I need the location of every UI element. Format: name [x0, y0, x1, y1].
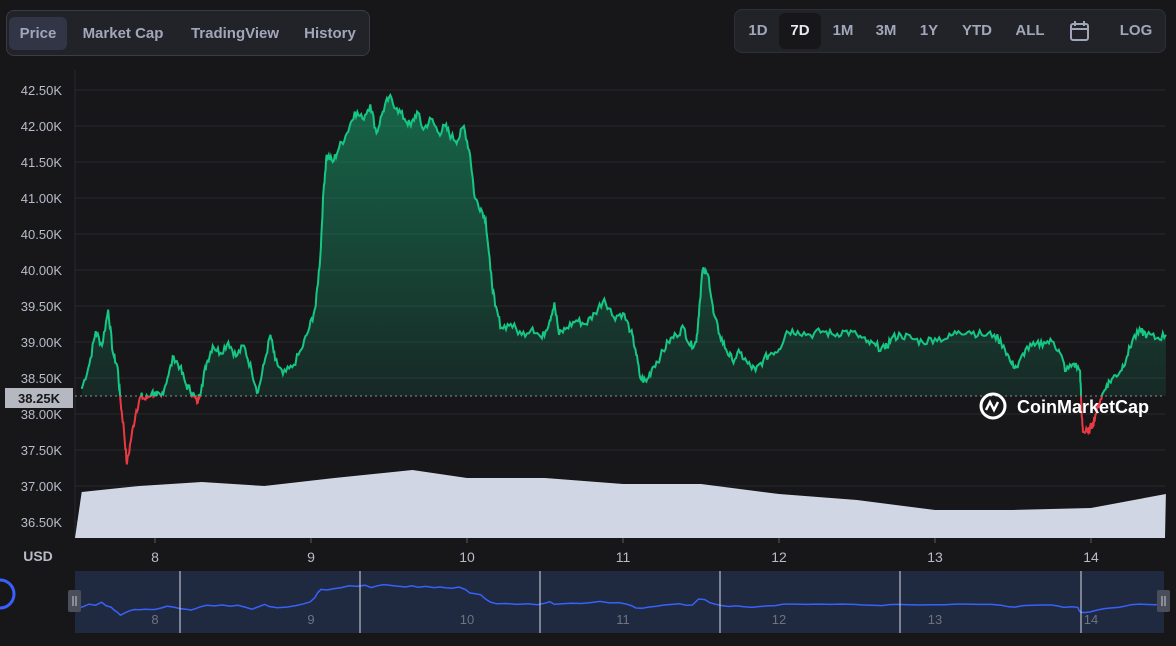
x-tick-label: 13 — [927, 549, 943, 565]
y-tick-label: 41.00K — [21, 191, 63, 206]
baseline-price-tag: 38.25K — [5, 388, 73, 408]
time-range-selector: 1D 7D 1M 3M 1Y YTD ALL LOG — [734, 9, 1166, 53]
watermark: CoinMarketCap — [979, 392, 1149, 420]
navigator-x-axis: 8 9 10 11 12 13 14 — [151, 571, 1098, 633]
y-axis: 42.50K 42.00K 41.50K 41.00K 40.50K 40.00K 39.5… — [21, 83, 63, 530]
range-all-button[interactable]: ALL — [1015, 22, 1045, 39]
x-tick-label: 14 — [1083, 549, 1099, 565]
x-axis: 8 9 10 11 12 13 14 — [151, 538, 1099, 565]
watermark-text: CoinMarketCap — [1017, 397, 1149, 417]
y-tick-label: 39.50K — [21, 299, 63, 314]
y-tick-label: 36.50K — [21, 515, 63, 530]
y-tick-label: 39.00K — [21, 335, 63, 350]
baseline-price-label: 38.25K — [18, 391, 61, 406]
log-scale-toggle[interactable]: LOG — [1119, 22, 1153, 39]
navigator-left-handle[interactable] — [68, 590, 81, 612]
navigator-tick-label: 9 — [307, 612, 314, 627]
tab-price[interactable]: Price — [9, 17, 67, 50]
coinmarketcap-logo-icon — [979, 392, 1007, 420]
y-tick-label: 40.50K — [21, 227, 63, 242]
x-tick-label: 11 — [616, 549, 631, 565]
x-tick-label: 12 — [771, 549, 787, 565]
currency-label: USD — [23, 548, 53, 564]
range-7d-button[interactable]: 7D — [779, 13, 821, 49]
navigator-line — [74, 583, 1165, 617]
side-scroll-icon — [0, 578, 16, 610]
range-navigator[interactable]: 8 9 10 11 12 13 14 — [68, 571, 1170, 633]
x-tick-label: 9 — [307, 549, 315, 565]
navigator-tick-label: 13 — [928, 612, 942, 627]
y-tick-label: 42.50K — [21, 83, 63, 98]
range-1y-button[interactable]: 1Y — [919, 22, 939, 39]
y-tick-label: 42.00K — [21, 119, 63, 134]
y-tick-label: 38.50K — [21, 371, 63, 386]
navigator-tick-label: 12 — [772, 612, 786, 627]
tab-market-cap[interactable]: Market Cap — [82, 25, 164, 42]
price-area-fill — [81, 95, 1166, 396]
range-3m-button[interactable]: 3M — [875, 22, 897, 39]
range-ytd-button[interactable]: YTD — [962, 22, 992, 39]
y-tick-label: 41.50K — [21, 155, 63, 170]
range-1d-button[interactable]: 1D — [748, 22, 768, 39]
tab-tradingview[interactable]: TradingView — [190, 25, 280, 42]
navigator-tick-label: 11 — [616, 612, 630, 627]
navigator-tick-label: 8 — [151, 612, 158, 627]
x-tick-label: 8 — [151, 549, 159, 565]
navigator-tick-label: 14 — [1084, 612, 1098, 627]
navigator-tick-label: 10 — [460, 612, 474, 627]
range-1m-button[interactable]: 1M — [832, 22, 854, 39]
y-tick-label: 37.00K — [21, 479, 63, 494]
chart-type-tabs: Price Market Cap TradingView History — [6, 10, 370, 56]
y-tick-label: 37.50K — [21, 443, 63, 458]
calendar-button[interactable] — [1061, 13, 1097, 49]
x-tick-label: 10 — [459, 549, 475, 565]
grid-lines — [74, 70, 1165, 538]
price-line-above-baseline — [80, 92, 1167, 396]
tab-history[interactable]: History — [304, 25, 356, 42]
calendar-icon — [1070, 21, 1089, 41]
y-tick-label: 40.00K — [21, 263, 63, 278]
y-tick-label: 38.00K — [21, 407, 63, 422]
navigator-right-handle[interactable] — [1157, 590, 1170, 612]
volume-area — [75, 470, 1166, 538]
